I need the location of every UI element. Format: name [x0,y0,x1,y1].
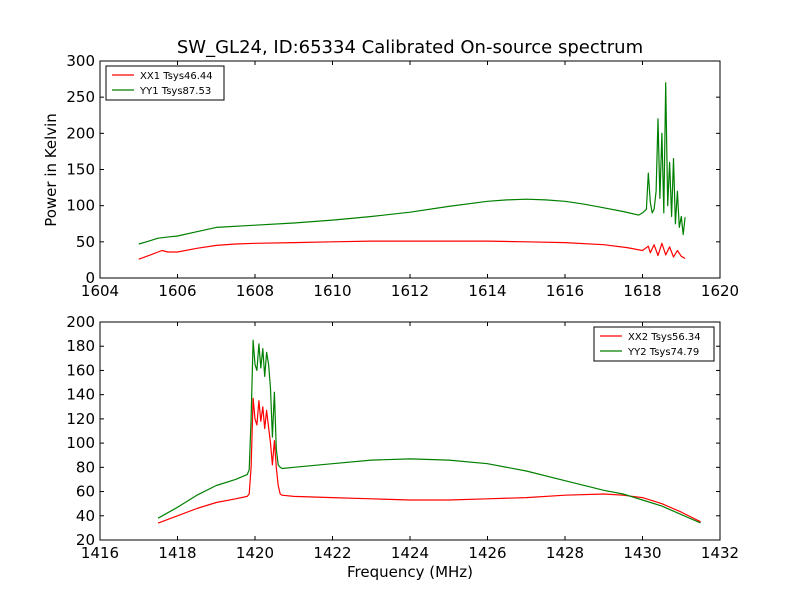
y-tick-label: 200 [66,124,95,142]
y-tick-label: 80 [76,458,95,476]
legend-box [105,65,225,101]
y-tick-label: 200 [66,313,95,331]
legend-label: XX2 Tsys56.34 [628,332,701,343]
legend-label: YY1 Tsys87.53 [139,86,211,97]
y-tick-label: 160 [66,361,95,379]
y-tick-label: 120 [66,410,95,428]
series-line-yy [138,82,686,245]
y-tick-label: 100 [66,197,95,215]
x-tick-label: 1608 [236,282,274,300]
legend: XX1 Tsys46.44 YY1 Tsys87.53 [105,65,225,101]
y-tick-label: 0 [85,269,95,287]
y-tick-label: 100 [66,434,95,452]
series-line-yy [157,339,701,524]
legend-label: XX1 Tsys46.44 [140,71,213,82]
y-tick-label: 300 [66,52,95,70]
x-tick-label: 1418 [158,544,196,562]
x-tick-label: 1606 [158,282,196,300]
x-tick-label: 1424 [391,544,429,562]
y-tick-label: 50 [76,233,95,251]
series-line-xx [138,240,686,260]
x-tick-label: 1618 [623,282,661,300]
x-tick-label: 1420 [236,544,274,562]
bottom-plot-area: 1416 1418 1420 1422 1424 1426 1428 1430 1432 20 40… [66,313,739,562]
y-tick-label: 140 [66,386,95,404]
x-axis-label: Frequency (MHz) [347,563,473,581]
x-tick-label: 1620 [701,282,739,300]
x-tick-label: 1616 [546,282,584,300]
top-plot-area: 1604 1606 1608 1610 1612 1614 1616 1618 1620 0 50 1… [66,52,739,300]
y-tick-label: 20 [76,531,95,549]
y-axis-label: Power in Kelvin [42,113,60,227]
y-tick-label: 180 [66,337,95,355]
x-tick-label: 1416 [81,544,119,562]
x-tick-label: 1426 [468,544,506,562]
x-tick-label: 1610 [313,282,351,300]
y-tick-label: 60 [76,483,95,501]
y-tick-label: 150 [66,161,95,179]
legend-box [593,326,715,362]
legend-label: YY2 Tsys74.79 [627,347,699,358]
x-tick-label: 1430 [623,544,661,562]
legend: XX2 Tsys56.34 YY2 Tsys74.79 [593,326,715,362]
x-tick-label: 1604 [81,282,119,300]
x-tick-label: 1612 [391,282,429,300]
x-tick-label: 1614 [468,282,506,300]
x-tick-label: 1432 [701,544,739,562]
y-tick-label: 250 [66,88,95,106]
x-tick-label: 1422 [313,544,351,562]
y-tick-label: 40 [76,507,95,525]
x-tick-label: 1428 [546,544,584,562]
chart-title: SW_GL24, ID:65334 Calibrated On-source s… [177,37,643,58]
series-line-xx [157,397,701,524]
